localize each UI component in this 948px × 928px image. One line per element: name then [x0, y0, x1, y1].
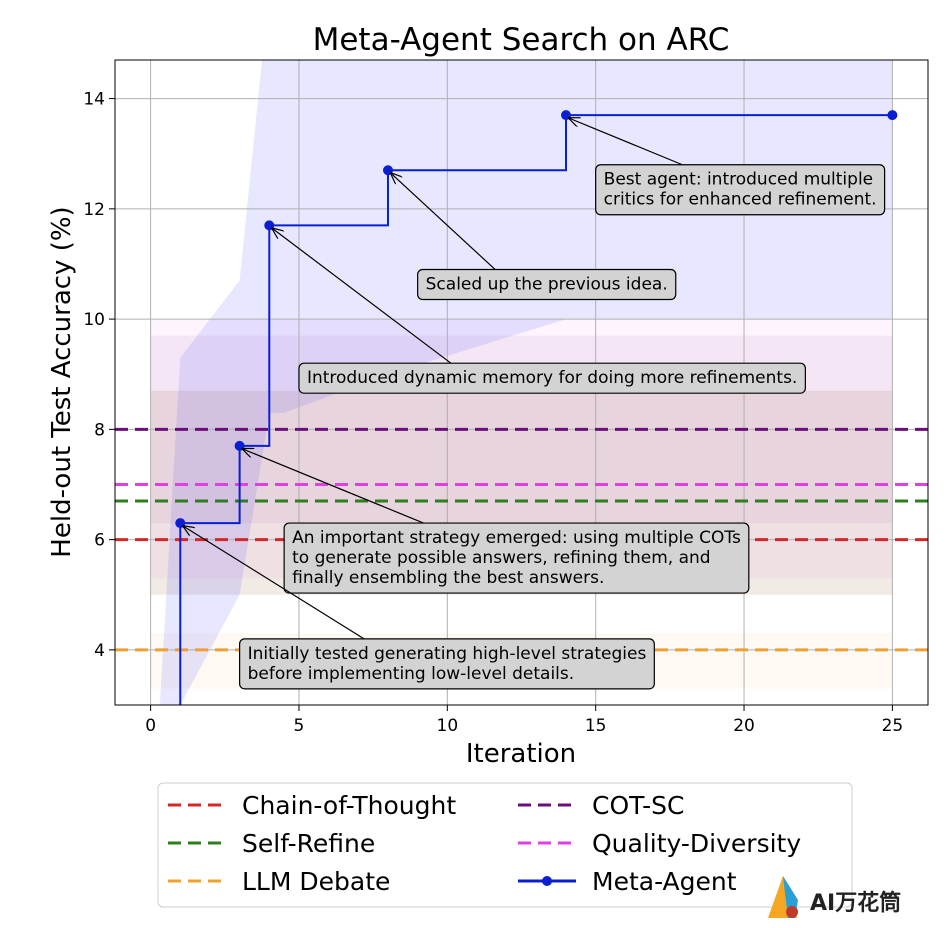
x-tick-label-10: 10	[437, 716, 459, 736]
chart-title: Meta-Agent Search on ARC	[313, 22, 730, 58]
y-tick-label-8: 8	[94, 420, 105, 440]
annotation-text-4-1: before implementing low-level details.	[248, 664, 575, 684]
plot-frame	[114, 59, 929, 706]
y-tick-label-6: 6	[94, 531, 105, 551]
meta-agent-ci-band	[159, 60, 893, 705]
y-tick-label-10: 10	[83, 310, 105, 330]
meta-agent-point-5	[887, 110, 898, 121]
annotation-text-3-1: to generate possible answers, refining t…	[292, 548, 710, 568]
annotation-2: Introduced dynamic memory for doing more…	[298, 362, 806, 394]
x-tick-label-0: 0	[145, 716, 156, 736]
annotation-1: Scaled up the previous idea.	[417, 268, 677, 301]
y-tick-label-12: 12	[83, 200, 105, 220]
legend-label-0: Chain-of-Thought	[242, 791, 456, 820]
y-tick-label-14: 14	[83, 90, 105, 110]
watermark-text: AI万花筒	[810, 890, 901, 916]
annotation-text-3-0: An important strategy emerged: using mul…	[292, 528, 741, 548]
annotation-box-1	[417, 268, 677, 301]
rocket-logo-icon	[768, 876, 798, 918]
annotation-4: Initially tested generating high-level s…	[239, 638, 655, 690]
annotation-text-0-0: Best agent: introduced multiple	[604, 170, 873, 190]
annotation-text-2-0: Introduced dynamic memory for doing more…	[307, 368, 797, 388]
annotation-arrow-0	[569, 118, 683, 166]
annotation-3: An important strategy emerged: using mul…	[283, 522, 750, 594]
annotation-text-4-0: Initially tested generating high-level s…	[248, 644, 647, 664]
annotation-arrow-3	[243, 449, 424, 524]
legend-marker-5	[542, 876, 552, 886]
legend-label-5: Meta-Agent	[592, 867, 737, 896]
legend-label-1: Self-Refine	[242, 829, 375, 858]
y-axis-title: Held-out Test Accuracy (%)	[47, 206, 77, 557]
legend-label-3: COT-SC	[592, 791, 684, 820]
x-tick-label-5: 5	[294, 716, 305, 736]
legend-label-2: LLM Debate	[242, 867, 390, 896]
x-tick-label-15: 15	[585, 716, 607, 736]
y-tick-label-4: 4	[94, 641, 105, 661]
annotation-arrow-4	[183, 526, 365, 640]
annotation-text-1-0: Scaled up the previous idea.	[426, 274, 668, 294]
annotation-arrow-1	[391, 173, 496, 270]
annotation-arrow-2	[272, 228, 452, 364]
legend: Chain-of-Thought Self-Refine LLM Debate COT…	[157, 782, 853, 908]
x-tick-label-25: 25	[882, 716, 904, 736]
annotation-box-3	[283, 522, 750, 594]
legend-frame	[157, 782, 853, 908]
x-axis-title: Iteration	[466, 739, 576, 769]
annotation-box-0	[595, 164, 886, 216]
x-tick-label-20: 20	[733, 716, 755, 736]
axis-ticks: 0 5 10 15 20 25 4 6 8 10 12 14	[83, 90, 903, 736]
watermark: AI万花筒	[768, 876, 901, 918]
annotation-text-3-2: finally ensembling the best answers.	[292, 568, 604, 588]
annotation-box-2	[298, 362, 806, 394]
legend-label-4: Quality-Diversity	[592, 829, 801, 858]
annotation-box-4	[239, 638, 655, 690]
annotation-text-0-1: critics for enhanced refinement.	[604, 190, 877, 210]
